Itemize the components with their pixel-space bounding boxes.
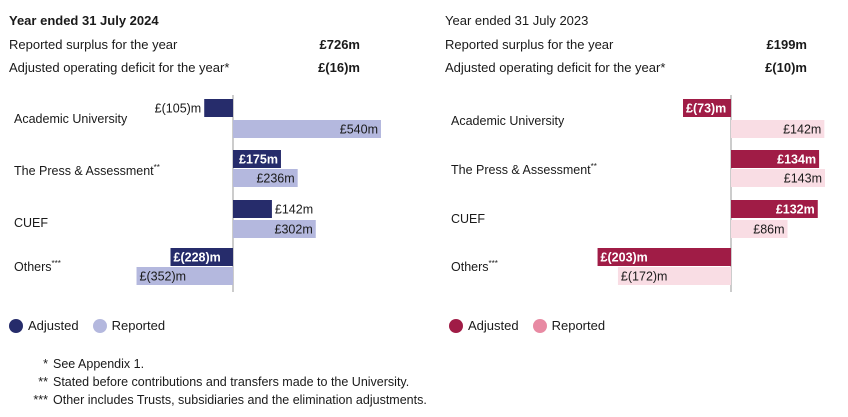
reported-data-label: £143m [784, 172, 822, 186]
footnote-mark: ** [38, 375, 48, 389]
reported-bar [731, 220, 788, 238]
footnote-text: Other includes Trusts, subsidiaries and … [53, 393, 427, 407]
adjusted-data-label: £(105)m [155, 102, 202, 116]
reported-data-label: £(172)m [621, 270, 668, 284]
legend-2023: Adjusted Reported [449, 318, 619, 333]
adjusted-bar [597, 248, 731, 266]
adjusted-data-label: £134m [777, 153, 816, 167]
bar-chart-2024: Academic University The Press & Assessmen… [14, 95, 381, 292]
reported-data-label: £(352)m [140, 270, 187, 284]
legend-label-adjusted: Adjusted [468, 318, 519, 333]
category-label: CUEF [451, 212, 485, 226]
summary-label-surplus: Reported surplus for the year [9, 37, 178, 52]
adjusted-bar [233, 200, 272, 218]
summary-value-surplus: £726m [319, 37, 360, 52]
category-label: CUEF [14, 216, 48, 230]
legend-2024: Adjusted Reported [9, 318, 179, 333]
footnotes: * See Appendix 1. ** Stated before contr… [26, 355, 427, 409]
footnote-row: * See Appendix 1. [26, 355, 427, 373]
legend-item-adjusted: Adjusted [449, 318, 519, 333]
footnote-text: See Appendix 1. [53, 357, 145, 371]
adjusted-bar [170, 248, 233, 266]
legend-item-reported: Reported [532, 318, 606, 333]
reported-bar [136, 267, 233, 285]
legend-swatch-adjusted [9, 318, 23, 333]
category-footnote-mark: *** [52, 259, 61, 268]
category-label: The Press & Assessment** [14, 163, 160, 178]
legend-swatch-adjusted [449, 318, 463, 333]
footnote-text: Stated before contributions and transfer… [53, 375, 410, 389]
adjusted-data-label: £142m [275, 203, 313, 217]
category-label: Academic University [451, 114, 565, 128]
summary-label-deficit: Adjusted operating deficit for the year* [9, 60, 230, 75]
adjusted-data-label: £132m [776, 203, 815, 217]
legend-label-reported: Reported [551, 318, 606, 333]
legend-swatch-reported [92, 318, 107, 333]
footnote-row: *** Other includes Trusts, subsidiaries … [26, 391, 427, 409]
adjusted-data-label: £(73)m [686, 102, 726, 116]
adjusted-data-label: £175m [239, 153, 278, 167]
panel-title: Year ended 31 July 2023 [445, 13, 589, 28]
panel-title: Year ended 31 July 2024 [9, 13, 159, 28]
footnote-mark: * [43, 357, 48, 371]
adjusted-bar [731, 150, 820, 168]
reported-bar [731, 169, 825, 187]
footnote-row: ** Stated before contributions and trans… [26, 373, 427, 391]
reported-data-label: £86m [753, 223, 784, 237]
bar-chart-2023: Academic University The Press & Assessmen… [451, 95, 825, 292]
legend-item-reported: Reported [92, 318, 166, 333]
reported-bar [233, 120, 381, 138]
panel-2023: Year ended 31 July 2023 Reported surplus… [436, 0, 848, 300]
adjusted-data-label: £(228)m [174, 251, 221, 265]
legend-label-adjusted: Adjusted [28, 318, 79, 333]
category-footnote-mark: ** [154, 163, 160, 172]
reported-data-label: £540m [340, 123, 378, 137]
adjusted-bar [683, 99, 731, 117]
summary-value-deficit: £(16)m [318, 60, 360, 75]
category-label: The Press & Assessment** [451, 162, 597, 177]
legend-item-adjusted: Adjusted [9, 318, 79, 333]
category-label: Others*** [14, 259, 61, 274]
reported-data-label: £302m [275, 223, 313, 237]
reported-data-label: £236m [256, 172, 294, 186]
adjusted-data-label: £(203)m [601, 251, 648, 265]
reported-bar [731, 120, 825, 138]
reported-bar [233, 169, 298, 187]
category-label: Academic University [14, 112, 128, 126]
legend-swatch-reported [532, 318, 547, 333]
adjusted-bar [204, 99, 233, 117]
panel-2024: Year ended 31 July 2024 Reported surplus… [0, 0, 424, 300]
legend-label-reported: Reported [111, 318, 166, 333]
reported-bar [233, 220, 316, 238]
reported-bar [617, 267, 731, 285]
summary-value-deficit: £(10)m [765, 60, 807, 75]
adjusted-bar [233, 150, 281, 168]
adjusted-bar [731, 200, 818, 218]
category-footnote-mark: *** [489, 259, 498, 268]
summary-value-surplus: £199m [766, 37, 807, 52]
footnote-mark: *** [33, 393, 48, 407]
category-label: Others*** [451, 259, 498, 274]
summary-label-deficit: Adjusted operating deficit for the year* [445, 60, 666, 75]
summary-label-surplus: Reported surplus for the year [445, 37, 614, 52]
reported-data-label: £142m [783, 123, 821, 137]
category-footnote-mark: ** [591, 162, 597, 171]
